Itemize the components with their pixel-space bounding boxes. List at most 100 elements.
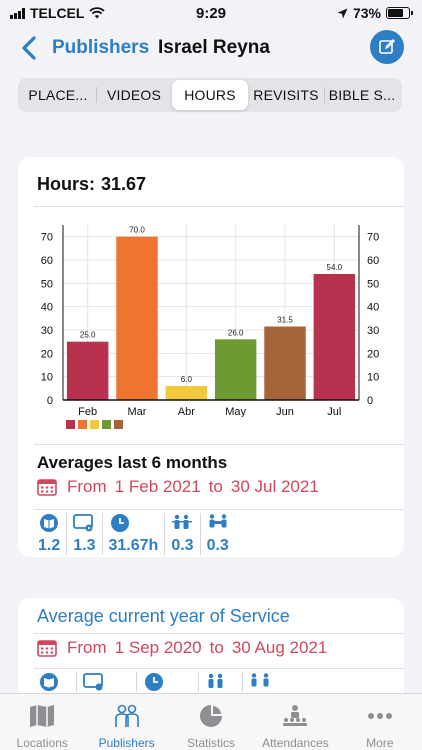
bar-jun [264, 326, 306, 400]
book-icon [40, 514, 58, 532]
status-bar: TELCEL 9:29 73% [0, 0, 422, 26]
edit-button[interactable] [370, 30, 404, 64]
y-tick-label-right: 60 [367, 255, 379, 267]
segment-places[interactable]: PLACE... [28, 87, 88, 103]
legend-swatch [114, 420, 123, 429]
y-tick-label-right: 30 [367, 325, 379, 337]
tab-publishers[interactable]: Publishers [84, 694, 168, 750]
clock: 9:29 [195, 5, 227, 22]
bible-study-icon [209, 514, 227, 528]
tab-label: Locations [16, 736, 68, 750]
battery-icon [386, 7, 413, 19]
x-tick-label: Feb [78, 406, 97, 417]
y-tick-label-right: 0 [367, 395, 373, 407]
hours-value: 31.67 [101, 174, 147, 194]
y-tick-label-right: 20 [367, 348, 379, 360]
divider [34, 444, 404, 445]
data-label: 54.0 [327, 263, 343, 272]
calendar-icon [37, 640, 57, 657]
divider [34, 668, 404, 669]
stat-placements [34, 672, 76, 692]
bible-study-icon [251, 673, 269, 687]
hours-label: Hours: [37, 174, 95, 194]
stat-hours [136, 672, 198, 692]
segment-bible-studies[interactable]: BIBLE S... [324, 80, 400, 110]
book-icon [40, 673, 58, 691]
bar-jul [313, 274, 356, 400]
more-icon [367, 713, 392, 719]
video-icon [73, 514, 94, 532]
chart-legend [66, 420, 123, 429]
pie-chart-icon [200, 705, 223, 727]
segment-hours[interactable]: HOURS [172, 80, 248, 110]
bar-abr [165, 386, 208, 400]
hours-total: Hours: 31.67 [37, 174, 146, 195]
navigation-bar: Publishers Israel Reyna [0, 26, 422, 70]
data-label: 25.0 [80, 331, 96, 340]
service-stats [34, 672, 277, 692]
tab-more[interactable]: More [338, 694, 422, 750]
service-date-range: From 1 Sep 2020 to 30 Aug 2021 [37, 638, 327, 658]
revisit-icon [208, 673, 223, 688]
page-title: Israel Reyna [158, 37, 270, 58]
clock-icon [110, 514, 129, 532]
tab-attendances[interactable]: Attendances [253, 694, 337, 750]
back-chevron-icon[interactable] [16, 32, 44, 64]
to-date: 30 Jul 2021 [230, 477, 319, 496]
stat-value: 0.3 [206, 537, 229, 554]
wifi-icon [89, 7, 106, 19]
tab-label: More [366, 736, 394, 750]
data-label: 31.5 [277, 316, 293, 325]
averages-stats: 1.2 1.3 31.67h 0.3 0.3 [34, 513, 235, 555]
edit-icon [379, 39, 395, 54]
tab-bar: Locations Publishers Statistics Attendan… [0, 693, 422, 750]
tab-locations[interactable]: Locations [0, 694, 84, 750]
y-tick-label-left: 70 [41, 232, 53, 244]
y-tick-label-right: 10 [367, 372, 379, 384]
data-label: 26.0 [228, 328, 244, 337]
x-tick-label: Abr [178, 406, 195, 417]
from-word: From [67, 477, 107, 496]
segment-revisits[interactable]: REVISITS [253, 87, 319, 103]
data-label: 70.0 [129, 226, 145, 235]
y-tick-label-left: 30 [41, 325, 53, 337]
bar-feb [66, 341, 109, 400]
y-tick-label-left: 60 [41, 255, 53, 267]
y-tick-label-right: 50 [367, 278, 379, 290]
back-button[interactable]: Publishers [52, 37, 150, 58]
stat-value: 1.2 [38, 537, 61, 554]
to-word: to [208, 477, 223, 496]
video-icon [83, 673, 103, 691]
clock-icon [145, 673, 163, 691]
y-tick-label-right: 70 [367, 232, 379, 244]
stat-revisits: 0.3 [164, 513, 199, 555]
tab-label: Attendances [262, 736, 329, 750]
calendar-icon [37, 479, 57, 496]
divider [34, 509, 404, 510]
stat-videos [76, 672, 136, 692]
service-year-title[interactable]: Average current year of Service [37, 606, 290, 626]
tab-statistics[interactable]: Statistics [169, 694, 253, 750]
stat-value: 31.67h [108, 537, 159, 554]
hours-card: Hours: 31.67 0 0 10 10 20 20 30 30 40 40 50 50 60 60 70… [18, 157, 404, 557]
data-label: 6.0 [181, 375, 193, 384]
x-tick-label: Jun [276, 406, 294, 417]
x-tick-label: Mar [128, 406, 147, 417]
stat-videos: 1.3 [66, 513, 101, 555]
x-tick-label: Jul [327, 406, 341, 417]
y-tick-label-right: 40 [367, 302, 379, 314]
divider [34, 206, 404, 207]
stat-bible-studies [242, 672, 277, 692]
stat-value: 1.3 [73, 537, 96, 554]
tab-label: Statistics [187, 736, 236, 750]
stat-bible-studies: 0.3 [199, 513, 235, 555]
date-range: From 1 Feb 2021 to 30 Jul 2021 [37, 477, 319, 497]
stat-revisits [198, 672, 242, 692]
averages-title: Averages last 6 months [37, 453, 228, 472]
segment-videos[interactable]: VIDEOS [96, 80, 172, 110]
divider [34, 633, 404, 634]
y-tick-label-left: 20 [41, 348, 53, 360]
bar-may [214, 339, 257, 400]
bar-mar [116, 236, 158, 400]
location-arrow-icon [337, 8, 348, 18]
